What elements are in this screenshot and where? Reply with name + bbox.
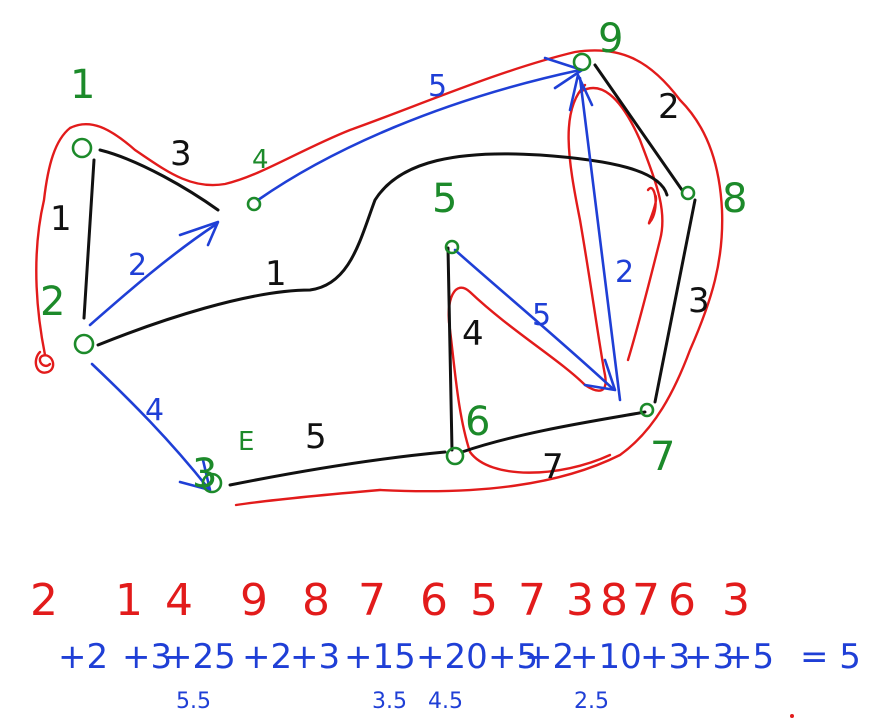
node-6 (445, 446, 465, 466)
edge-5-6 (446, 246, 454, 452)
node-label-1: 1 (70, 62, 95, 108)
weight-4-9: 5 (428, 69, 447, 104)
tour-step: 8 (600, 575, 628, 626)
weight-1-4: 3 (170, 134, 192, 174)
node-label-3: 3 (192, 451, 217, 497)
weight-5-7: 5 (532, 298, 551, 333)
red-tour-outline (35, 49, 724, 507)
sub-note: 5.5 (176, 689, 211, 714)
node-label-2: 2 (40, 279, 65, 325)
node-8 (680, 185, 696, 201)
cost-term: +5 (724, 637, 774, 677)
weight-3-6: 5 (305, 417, 327, 457)
node-label-5: 5 (432, 176, 457, 222)
node-label-e: E (238, 427, 254, 457)
node-label-6: 6 (465, 399, 490, 445)
red-start-squiggle (34, 350, 55, 374)
tour-step: 2 (30, 575, 58, 626)
arrow-2-3 (90, 362, 210, 490)
tour-step: 5 (470, 575, 498, 626)
weight-8-7: 3 (688, 281, 710, 321)
cost-term: +5 (488, 637, 538, 677)
node-7 (639, 402, 655, 418)
cost-term: +15 (344, 637, 416, 677)
tour-step: 7 (518, 575, 546, 626)
arrow-5-7-head (583, 358, 617, 392)
cost-term: +3 (290, 637, 340, 677)
node-5 (444, 239, 460, 255)
sub-note: 3.5 (372, 689, 407, 714)
node-3 (201, 472, 223, 494)
node-label-9: 9 (598, 16, 623, 62)
cost-term: +25 (164, 637, 236, 677)
node-4 (246, 196, 262, 212)
cost-total: = 5 (800, 637, 861, 677)
tour-step: 4 (165, 575, 193, 626)
sub-note: 2.5 (574, 689, 609, 714)
arrow-7-9 (578, 76, 622, 402)
tour-step: 7 (632, 575, 660, 626)
red-loop-9-7 (447, 83, 612, 474)
arrow-2-3-head (178, 458, 212, 492)
cost-term: +3 (684, 637, 734, 677)
arrow-5-7 (453, 248, 614, 390)
cost-term: +10 (570, 637, 642, 677)
arrow-2-4 (88, 223, 217, 327)
cost-term: +3 (640, 637, 690, 677)
tour-step: 7 (358, 575, 386, 626)
stray-red-dot (790, 714, 794, 718)
tour-step: 1 (115, 575, 143, 626)
tour-step: 9 (240, 575, 268, 626)
node-label-8: 8 (722, 176, 747, 222)
edge-9-8 (593, 63, 684, 192)
cost-term: +2 (242, 637, 292, 677)
weight-9-8: 2 (658, 87, 680, 127)
arrow-7-9-head (568, 73, 594, 112)
edge-1-4 (98, 148, 220, 212)
edge-6-7 (460, 410, 647, 454)
sub-note: 4.5 (428, 689, 463, 714)
red-loop-9-8 (578, 86, 664, 362)
red-scribble-8 (646, 186, 658, 225)
tour-step: 3 (722, 575, 750, 626)
weight-2-3: 4 (145, 393, 164, 428)
weight-6-7: 7 (542, 447, 564, 487)
edge-8-7 (653, 198, 697, 404)
node-9 (572, 52, 592, 72)
cost-term: +3 (122, 637, 172, 677)
arrow-4-9 (256, 68, 582, 202)
weight-7-9: 2 (615, 255, 634, 290)
cost-term: +2 (58, 637, 108, 677)
weight-5-6: 4 (462, 314, 484, 354)
cost-term: +20 (416, 637, 488, 677)
node-1 (71, 137, 93, 159)
edge-3-6 (228, 450, 447, 487)
weight-2-8: 1 (265, 254, 287, 294)
edge-1-2 (82, 158, 96, 320)
tour-step: 6 (420, 575, 448, 626)
arrow-2-4-head (178, 220, 220, 247)
tour-step: 8 (302, 575, 330, 626)
tour-step: 6 (668, 575, 696, 626)
weight-1-2: 1 (50, 199, 72, 239)
edge-2-8 (96, 152, 669, 347)
node-label-4: 4 (252, 145, 269, 175)
cost-term: +2 (524, 637, 574, 677)
tour-step: 3 (566, 575, 594, 626)
node-2 (73, 333, 95, 355)
weight-2-4: 2 (128, 248, 147, 283)
node-label-7: 7 (650, 434, 675, 480)
